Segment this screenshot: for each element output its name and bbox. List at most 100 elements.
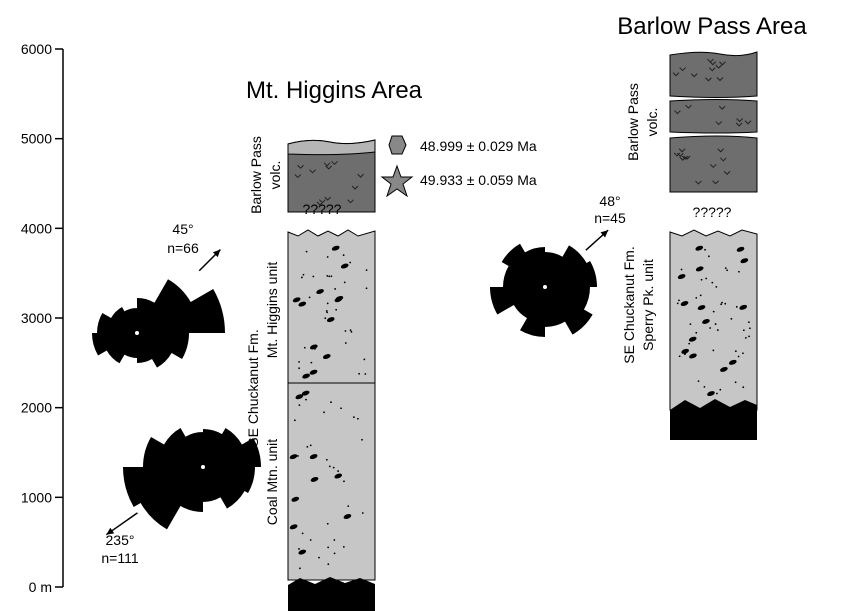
grain: [310, 362, 312, 364]
grain: [305, 399, 307, 401]
volc-label: volc.: [267, 161, 283, 190]
grain: [299, 567, 301, 569]
age: 48.999 ± 0.029 Ma: [420, 138, 537, 154]
grain: [701, 279, 703, 281]
grain: [726, 269, 728, 271]
grain: [362, 512, 364, 514]
grain: [366, 269, 368, 271]
rose-center: [543, 285, 547, 289]
grain: [690, 323, 692, 325]
grain: [353, 416, 355, 418]
volc-label: Barlow Pass: [248, 136, 264, 214]
grain: [326, 459, 328, 461]
grain: [328, 275, 330, 277]
tick-label: 0 m: [29, 579, 52, 595]
grain: [330, 275, 332, 277]
grain: [309, 296, 311, 298]
grain: [679, 355, 681, 357]
grain: [334, 552, 336, 554]
rose-direction: 235°: [106, 532, 135, 548]
tick-label: 5000: [21, 131, 52, 147]
rose-center: [135, 331, 139, 335]
grain: [715, 323, 717, 325]
grain: [304, 347, 306, 349]
grain: [715, 286, 717, 288]
grain: [743, 329, 745, 331]
grain: [358, 373, 360, 375]
grain: [333, 467, 335, 469]
grain: [716, 393, 718, 395]
grain: [745, 337, 747, 339]
title: Barlow Pass Area: [617, 13, 807, 40]
grain: [700, 248, 702, 250]
star-symbol: [382, 166, 412, 196]
grain: [363, 359, 365, 361]
grain: [333, 539, 335, 541]
grain: [713, 311, 715, 313]
grain: [343, 254, 345, 256]
grain: [326, 310, 328, 312]
grain: [712, 350, 714, 352]
grain: [366, 287, 368, 289]
rose: [123, 428, 261, 529]
grain: [357, 418, 359, 420]
formation-label: SE Chuckanut Fm.: [621, 246, 637, 364]
grain: [742, 386, 744, 388]
grain: [327, 523, 329, 525]
grain: [323, 411, 325, 413]
grain: [748, 321, 750, 323]
grain: [678, 299, 680, 301]
formation-label: SE Chuckanut Fm.: [245, 329, 261, 447]
grain: [297, 455, 299, 457]
grain: [695, 332, 697, 334]
grain: [736, 306, 738, 308]
grain: [361, 439, 363, 441]
rose-count: n=66: [167, 240, 199, 256]
volcanics: [670, 52, 757, 98]
tick-label: 6000: [21, 41, 52, 57]
tick-label: 1000: [21, 489, 52, 505]
rose: [490, 244, 597, 337]
grain: [725, 267, 727, 269]
tick-label: 4000: [21, 220, 52, 236]
figure: 0 m100020003000400050006000 Mt. Higgins …: [0, 0, 844, 611]
grain: [327, 563, 329, 565]
volcanics: [670, 100, 757, 134]
sperry-pk-unit: [670, 230, 757, 410]
grain: [327, 303, 329, 305]
grain: [344, 281, 346, 283]
grain: [698, 380, 700, 382]
grain: [717, 329, 719, 331]
scale-axis: 0 m 1000 2000 3000 4000 5000 6000: [21, 41, 63, 595]
grain: [742, 352, 744, 354]
grain: [700, 294, 702, 296]
grain: [312, 276, 314, 278]
tick-label: 2000: [21, 400, 52, 416]
grain: [337, 470, 339, 472]
basement: [288, 577, 375, 611]
grain: [709, 327, 711, 329]
tick-label: 3000: [21, 310, 52, 326]
unit-label: Coal Mtn. unit: [264, 439, 280, 525]
rose: [92, 279, 225, 367]
grain: [301, 277, 303, 279]
grain: [298, 548, 300, 550]
grain: [294, 419, 296, 421]
grain: [298, 404, 300, 406]
grain: [364, 373, 366, 375]
rose-center: [201, 465, 205, 469]
volcanics: [670, 136, 757, 192]
grain: [711, 282, 713, 284]
grain: [345, 330, 347, 332]
rose-direction: 48°: [599, 193, 620, 209]
grain: [318, 557, 320, 559]
grain: [324, 317, 326, 319]
grain: [681, 269, 683, 271]
grain: [327, 256, 329, 258]
grain: [749, 327, 751, 329]
grain: [738, 271, 740, 273]
volcanics-top: [288, 140, 375, 155]
grain: [351, 331, 353, 333]
grain: [724, 303, 726, 305]
grain: [719, 389, 721, 391]
